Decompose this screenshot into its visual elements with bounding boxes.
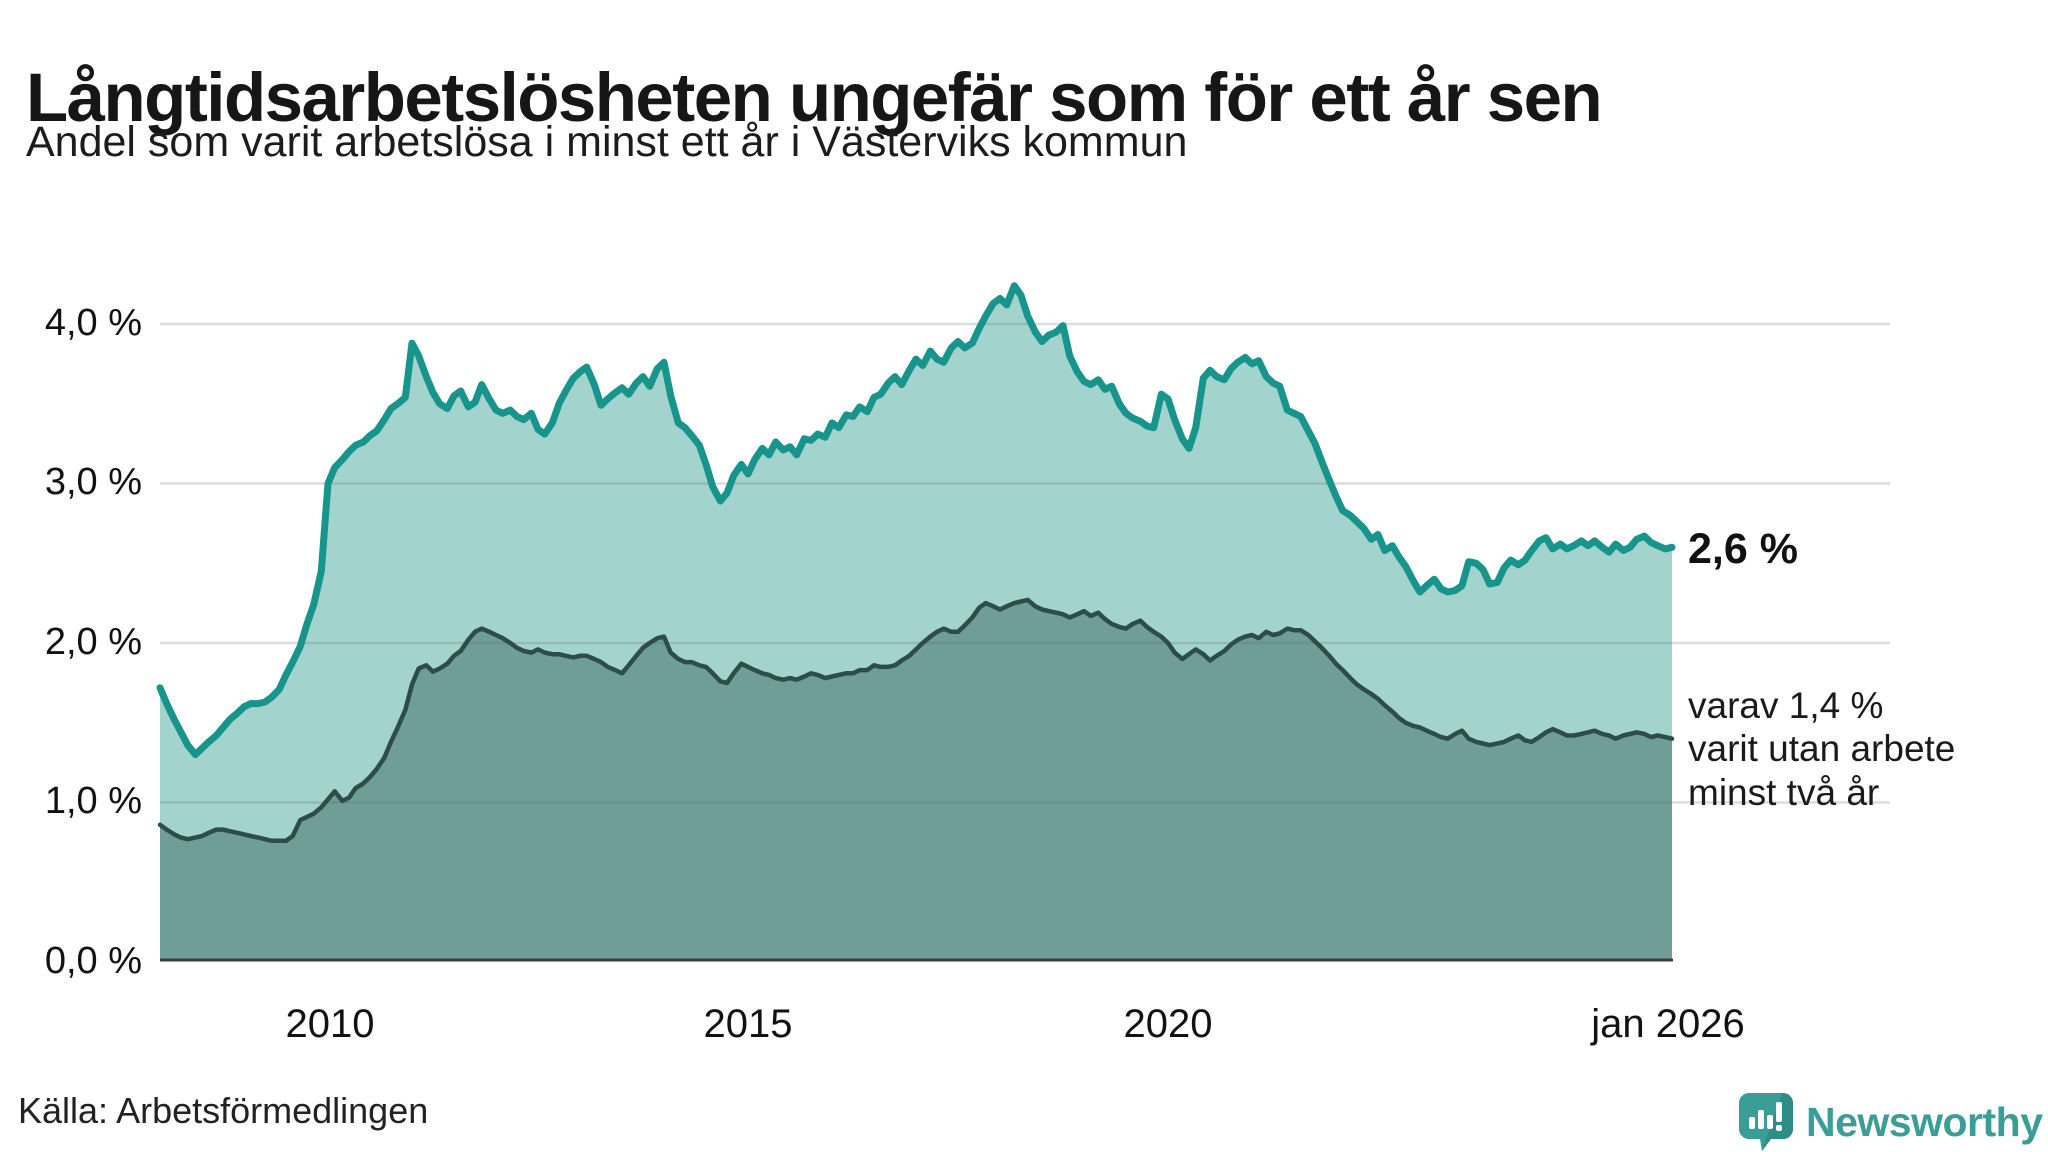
x-tick-2020: 2020 (1123, 1002, 1213, 1046)
secondary-value-note: varav 1,4 % varit utan arbete minst två … (1688, 684, 1955, 814)
x-tick-2015: 2015 (703, 1002, 793, 1046)
y-tick-4: 4,0 % (44, 302, 142, 344)
line-two-years (157, 597, 1675, 844)
y-tick-0: 0,0 % (44, 940, 142, 982)
y-tick-1: 1,0 % (44, 780, 142, 822)
area-series-1 (160, 599, 1672, 960)
y-tick-3: 3,0 % (44, 461, 142, 503)
newsworthy-logo[interactable]: Newsworthy (1738, 1092, 2043, 1152)
latest-value-label: 2,6 % (1688, 525, 1798, 573)
note-line-3: minst två år (1688, 771, 1880, 813)
y-tick-2: 2,0 % (44, 621, 142, 663)
newsworthy-chart-bubble-icon (1739, 1093, 1793, 1151)
x-tick-2010: 2010 (285, 1002, 375, 1046)
page-title: Långtidsarbetslösheten ungefär som för e… (26, 59, 1603, 137)
note-line-1: varav 1,4 % (1688, 685, 1884, 726)
page-subtitle: Andel som varit arbetslösa i minst ett å… (26, 118, 1188, 166)
source-label: Källa: Arbetsförmedlingen (18, 1090, 429, 1131)
newsworthy-logo-text: Newsworthy (1806, 1098, 2043, 1145)
note-line-2: varit utan arbete (1688, 728, 1956, 770)
line-one-year (156, 282, 1676, 759)
x-tick-jan-2026: jan 2026 (1591, 1002, 1745, 1046)
